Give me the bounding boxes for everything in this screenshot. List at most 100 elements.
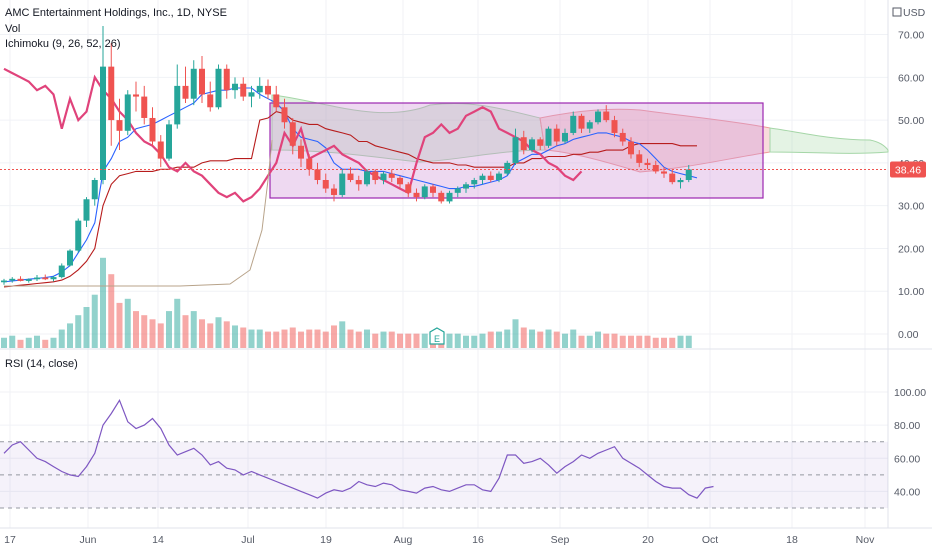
candle-body [669,173,676,183]
rsi-line [3,398,714,499]
candle-body [331,188,337,195]
earnings-badge-label: E [434,334,440,344]
volume-bar [355,331,362,348]
candle-body [652,165,659,172]
kijun-sen-line [3,111,697,288]
volume-bar [67,323,73,348]
candle-body [487,175,494,180]
candle-body [306,158,313,170]
candle-body [446,192,453,202]
rsi-series [3,398,714,499]
candle-body [322,180,329,189]
volume-bar [124,298,131,348]
volume-bar [314,329,321,348]
candle-body [75,220,82,251]
candle-body [256,85,263,93]
volume-bar [108,274,115,348]
volume-bar [372,333,379,348]
volume-bar [512,319,519,348]
candle-body [265,85,271,95]
volume-bar [166,311,172,348]
candle-body [116,120,123,131]
candle-body [372,171,379,180]
candle-body [1,280,7,283]
candle-body [677,180,684,183]
volume-bar [405,333,412,348]
volume-bar [298,331,304,348]
candle-body [9,278,16,281]
volume-bar [479,333,486,348]
volume-bar [454,333,461,348]
price-axis-label: 30.00 [898,201,924,213]
symbol-title[interactable]: AMC Entertainment Holdings, Inc., 1D, NY… [5,7,227,19]
volume-bar [545,329,552,348]
currency-icon [892,7,902,17]
candle-body [240,83,247,97]
time-axis-label: 16 [472,534,484,546]
candle-body [215,68,222,108]
time-axis-label: Sep [551,534,570,546]
candle-body [166,124,172,159]
time-axis-label: Jun [80,534,97,546]
volume-bar [347,329,354,348]
candle-body [570,115,577,133]
candle-body [496,173,502,180]
volume-bar [215,317,222,348]
volume-bar [289,327,296,348]
ichimoku-legend[interactable]: Ichimoku (9, 26, 52, 26) [5,38,121,50]
volume-bar [595,331,601,348]
time-axis-label: Oct [702,534,718,546]
candle-body [553,128,560,142]
candle-body [388,173,395,178]
volume-bar [256,329,263,348]
volume-bar [685,335,692,348]
volume-bar [380,331,387,348]
candle-body [479,175,486,180]
candle-body [471,180,478,185]
last-price-value: 38.46 [895,164,921,176]
volume-legend[interactable]: Vol [5,23,21,35]
candle-body [42,277,49,280]
last-price-badge [890,161,926,178]
volume-bar [322,331,329,348]
chart-grid [0,0,932,529]
rsi-legend[interactable]: RSI (14, close) [5,358,78,370]
candle-body [644,162,651,166]
volume-bar [199,319,205,348]
volume-bar [157,323,164,348]
candle-body [421,186,428,198]
volume-bar [149,319,156,348]
candle-body [619,132,626,142]
volume-bar [669,337,676,348]
candle-body [380,173,387,180]
chart-axes: 70.00 60.00 50.00 40.00 30.00 20.00 10.00 0.00 1… [4,30,926,546]
candle-body [413,192,420,198]
candle-body [157,141,164,159]
time-axis-label: Nov [856,534,875,546]
volume-bar [413,333,420,348]
candle-body [397,177,403,185]
volume-bar [91,294,98,348]
time-axis-label: 20 [642,534,654,546]
candle-body [339,173,346,195]
time-axis-label: 18 [786,534,798,546]
volume-bar [83,307,90,348]
volume-bar [520,327,527,348]
volume-bar [9,335,16,348]
candle-body [298,145,304,159]
volume-bar [397,333,403,348]
volume-bar [652,337,659,348]
candle-body [611,120,618,133]
volume-bar [578,335,585,348]
candle-body [67,250,73,266]
volume-bar [463,335,469,348]
candle-body [289,122,296,146]
candle-body [34,277,40,280]
volume-bar [529,329,535,348]
candle-body [463,184,469,189]
volume-bar [232,325,238,348]
volume-bar [17,339,24,348]
candle-body [314,169,321,180]
time-axis-label: 14 [152,534,164,546]
